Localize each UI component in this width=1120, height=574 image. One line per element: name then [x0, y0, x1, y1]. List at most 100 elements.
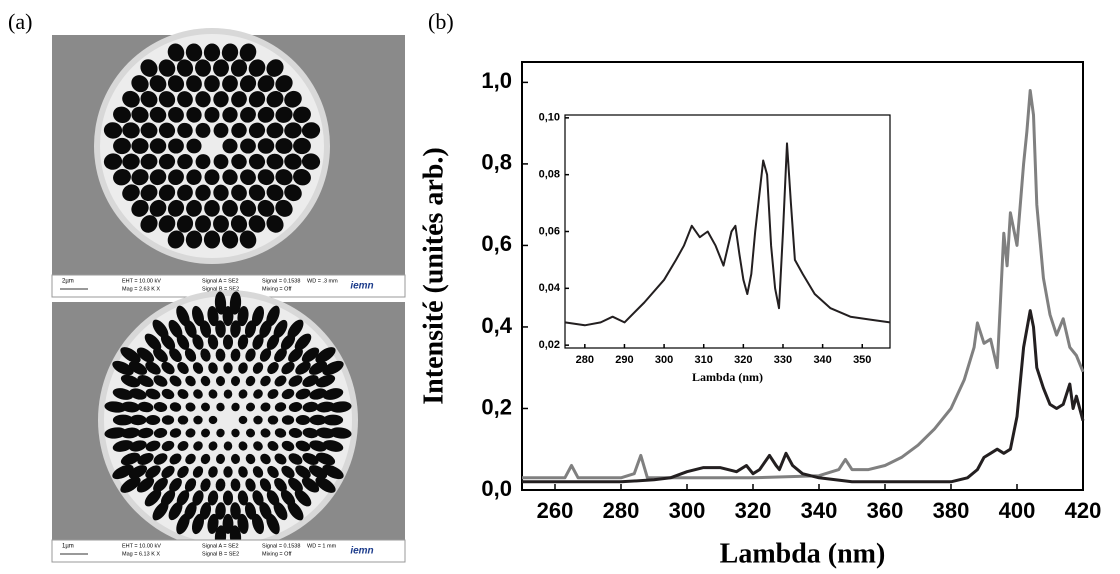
y-axis-title: Intensité (unités arb.)	[418, 147, 449, 404]
air-hole	[176, 513, 190, 535]
air-hole	[185, 230, 203, 249]
air-hole	[131, 138, 149, 154]
air-hole	[208, 466, 218, 478]
air-hole	[260, 428, 271, 438]
air-hole	[169, 453, 182, 465]
air-hole	[145, 415, 161, 425]
air-hole	[144, 489, 162, 507]
air-hole	[103, 153, 123, 170]
air-hole	[288, 347, 303, 363]
air-hole	[213, 59, 229, 77]
air-hole	[191, 513, 205, 535]
air-hole	[245, 453, 256, 465]
air-hole	[216, 376, 225, 387]
air-hole	[245, 348, 256, 362]
air-hole	[259, 478, 272, 492]
air-hole	[169, 428, 182, 438]
air-hole	[288, 428, 303, 438]
air-hole	[136, 347, 155, 363]
air-hole	[253, 441, 263, 451]
air-hole	[238, 441, 248, 451]
air-hole	[168, 319, 183, 339]
air-hole	[215, 320, 226, 338]
x-tick-label: 290	[615, 354, 633, 366]
air-hole	[288, 375, 303, 387]
air-hole	[237, 334, 249, 350]
air-hole	[295, 465, 311, 479]
air-hole	[244, 320, 257, 338]
air-hole	[158, 91, 176, 108]
air-hole	[240, 169, 256, 186]
air-hole	[252, 490, 264, 506]
air-hole	[112, 464, 134, 480]
air-hole	[129, 388, 147, 400]
x-tick-label: 340	[813, 354, 831, 366]
info-field: EHT = 10.00 kV	[122, 543, 161, 549]
logo: iemn	[350, 281, 373, 292]
x-tick-label: 340	[801, 498, 838, 523]
air-hole	[177, 465, 189, 478]
air-hole	[161, 388, 175, 400]
air-hole	[245, 375, 256, 387]
air-hole	[214, 291, 227, 315]
air-hole	[301, 122, 321, 139]
air-hole	[252, 362, 264, 374]
logo: iemn	[350, 546, 373, 557]
air-hole	[239, 230, 257, 249]
air-hole	[266, 153, 284, 170]
air-hole	[216, 428, 225, 438]
air-hole	[199, 320, 212, 338]
air-hole	[259, 348, 272, 362]
air-hole	[113, 106, 131, 124]
air-hole	[273, 501, 288, 521]
scale-label: 1µm	[62, 544, 74, 550]
air-hole	[152, 319, 169, 339]
air-hole	[322, 388, 344, 400]
air-hole	[230, 478, 241, 492]
air-hole	[287, 501, 304, 521]
x-tick-label: 260	[537, 498, 574, 523]
air-hole	[158, 153, 176, 170]
air-hole	[231, 428, 240, 438]
air-hole	[195, 59, 211, 77]
air-hole	[240, 106, 256, 123]
info-bar	[51, 539, 406, 563]
air-hole	[329, 401, 352, 413]
air-hole	[140, 91, 158, 108]
air-hole	[266, 490, 280, 506]
air-hole	[267, 362, 279, 375]
air-hole	[153, 477, 168, 493]
air-hole	[169, 375, 182, 387]
air-hole	[185, 43, 203, 62]
info-field: Signal = 0.1538	[262, 278, 300, 284]
air-hole	[248, 184, 266, 201]
air-hole	[284, 184, 302, 202]
air-hole	[267, 389, 279, 399]
air-hole	[193, 441, 203, 451]
x-axis-title: Lambda (nm)	[720, 538, 886, 569]
air-hole	[176, 59, 194, 77]
info-field: Signal B = SE2	[202, 551, 239, 557]
info-field: Mixing = Off	[262, 551, 292, 557]
air-hole	[167, 75, 185, 93]
air-hole	[266, 215, 284, 233]
air-hole	[222, 107, 238, 123]
air-hole	[186, 75, 202, 93]
air-hole	[131, 106, 149, 123]
air-hole	[248, 91, 266, 108]
air-hole	[185, 428, 196, 438]
air-hole	[322, 360, 344, 376]
y-tick-label: 0,02	[539, 339, 560, 351]
air-hole	[222, 138, 238, 154]
air-hole	[274, 375, 287, 387]
air-hole	[195, 91, 211, 108]
air-hole	[158, 184, 176, 201]
air-hole	[267, 441, 279, 451]
air-hole	[274, 348, 287, 363]
air-hole	[245, 478, 256, 492]
air-hole	[128, 361, 148, 375]
info-field: Signal A = SE2	[202, 278, 239, 284]
air-hole	[185, 402, 196, 412]
air-hole	[302, 401, 319, 413]
air-hole	[167, 199, 185, 217]
